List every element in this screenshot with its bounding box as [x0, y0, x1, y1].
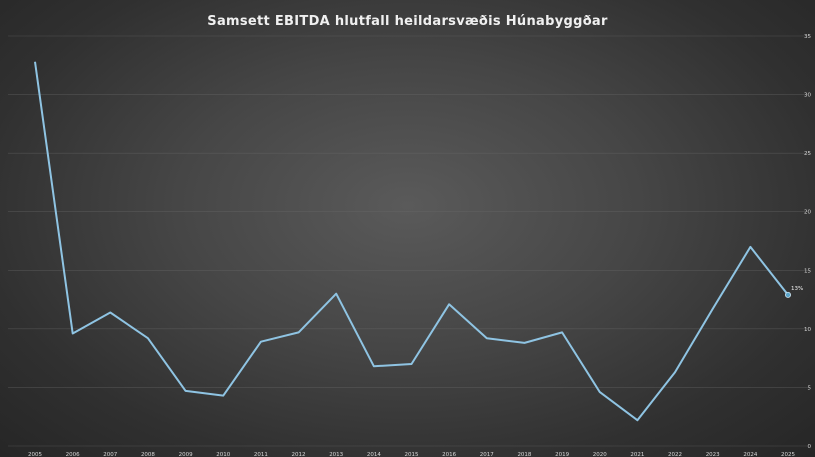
x-tick-label: 2012 — [292, 452, 306, 457]
chart-title: Samsett EBITDA hlutfall heildarsvæðis Hú… — [207, 14, 608, 29]
data-label: 13% — [791, 286, 803, 292]
x-tick-label: 2008 — [141, 452, 155, 457]
y-tick-label: 35 — [804, 34, 811, 40]
x-tick-label: 2013 — [329, 452, 343, 457]
x-tick-label: 2010 — [216, 452, 230, 457]
x-tick-label: 2022 — [668, 452, 682, 457]
x-tick-label: 2023 — [706, 452, 720, 457]
x-tick-label: 2024 — [743, 452, 757, 457]
series-line — [34, 61, 789, 422]
x-tick-label: 2016 — [442, 452, 456, 457]
x-tick-label: 2018 — [517, 452, 531, 457]
x-tick-label: 2011 — [254, 452, 268, 457]
x-tick-label: 2015 — [405, 452, 419, 457]
y-tick-label: 5 — [808, 385, 812, 391]
x-tick-label: 2014 — [367, 452, 381, 457]
x-tick-label: 2006 — [66, 452, 80, 457]
x-tick-label: 2007 — [103, 452, 117, 457]
end-point-marker — [785, 291, 792, 298]
x-tick-label: 2017 — [480, 452, 494, 457]
y-tick-label: 0 — [808, 444, 812, 450]
y-tick-label: 25 — [804, 151, 811, 157]
y-tick-label: 20 — [804, 210, 811, 216]
y-tick-label: 10 — [804, 327, 811, 333]
x-tick-label: 2021 — [630, 452, 644, 457]
x-tick-label: 2009 — [179, 452, 193, 457]
x-tick-label: 2019 — [555, 452, 569, 457]
y-tick-label: 30 — [804, 93, 811, 99]
x-tick-label: 2020 — [593, 452, 607, 457]
y-tick-label: 15 — [804, 268, 811, 274]
x-tick-label: 2005 — [28, 452, 42, 457]
x-tick-label: 2025 — [781, 452, 795, 457]
